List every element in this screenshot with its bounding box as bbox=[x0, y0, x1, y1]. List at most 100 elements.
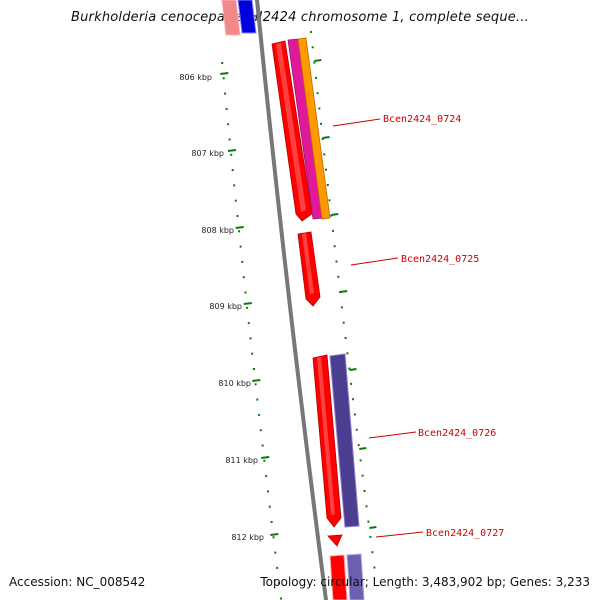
ruler-dot-right bbox=[350, 382, 353, 385]
accession-text: Accession: NC_008542 bbox=[9, 575, 146, 589]
ruler-dot-right bbox=[340, 306, 343, 309]
ruler-dot-right bbox=[355, 428, 358, 431]
gene-arrow-0725-red bbox=[297, 231, 321, 307]
ruler-major-tick-right bbox=[314, 59, 322, 62]
gene-arrow-0724-red bbox=[271, 40, 313, 222]
ruler-major-tick-left bbox=[235, 226, 244, 229]
leader-line-0726 bbox=[368, 431, 417, 439]
ruler-major-tick-right bbox=[340, 290, 348, 293]
ruler-dot-left bbox=[268, 505, 271, 508]
ruler-dot-left bbox=[246, 306, 249, 309]
map-title: Burkholderia cenocepacia HI2424 chromoso… bbox=[71, 10, 529, 25]
ruler-dot-left bbox=[256, 398, 259, 401]
ruler-dot-left bbox=[267, 490, 269, 493]
ruler-dot-right bbox=[316, 92, 319, 95]
ruler-major-tick-right bbox=[322, 136, 330, 139]
ruler-dot-left bbox=[224, 92, 227, 95]
ruler-major-tick-right bbox=[349, 368, 357, 371]
ruler-dot-left bbox=[238, 230, 240, 233]
ruler-dot-right bbox=[337, 275, 340, 278]
gene-label-0726[interactable]: Bcen2424_0726 bbox=[418, 428, 496, 439]
ruler-dot-left bbox=[247, 322, 250, 325]
ruler-dot-left bbox=[242, 276, 245, 279]
feature-arrow-top-partial-blue bbox=[237, 0, 257, 34]
ruler-dot-right bbox=[335, 260, 338, 263]
ruler-dot-left bbox=[280, 597, 282, 600]
leader-line-0727 bbox=[375, 531, 424, 538]
gene-label-0725[interactable]: Bcen2424_0725 bbox=[401, 254, 479, 265]
ruler-dot-right bbox=[346, 352, 349, 355]
chromosome-backbone bbox=[255, 0, 328, 600]
ruler-dot-left bbox=[249, 337, 252, 340]
ruler-dot-right bbox=[318, 107, 321, 110]
ruler-major-tick-left bbox=[227, 149, 237, 152]
ruler-dot-left bbox=[230, 153, 233, 156]
ruler-dot-left bbox=[252, 368, 255, 370]
ruler-dot-left bbox=[228, 138, 231, 141]
ruler-dot-right bbox=[332, 229, 334, 232]
gene-arrow-bottom-partial-purple bbox=[346, 553, 365, 600]
ruler-dot-left bbox=[270, 521, 273, 523]
gene-arrow-bottom-partial-red bbox=[329, 554, 348, 600]
ruler-dot-left bbox=[239, 245, 242, 248]
ruler-dot-left bbox=[234, 199, 237, 202]
ruler-dot-right bbox=[320, 122, 322, 125]
gene-label-0724[interactable]: Bcen2424_0724 bbox=[383, 114, 461, 125]
ruler-dot-right bbox=[348, 367, 351, 370]
ruler-dots-right bbox=[310, 31, 376, 569]
ruler-major-ticks bbox=[220, 59, 377, 536]
ruler-dot-right bbox=[361, 474, 364, 477]
ruler-dot-left bbox=[236, 215, 239, 217]
ruler-label-811: 811 kbp bbox=[225, 456, 258, 465]
ruler-dot-left bbox=[272, 536, 275, 539]
ruler-label-810: 810 kbp bbox=[218, 379, 251, 388]
ruler-major-tick-right bbox=[359, 447, 367, 450]
ruler-dot-left bbox=[231, 169, 234, 172]
ruler-major-tick-left bbox=[220, 72, 229, 75]
ruler-dot-right bbox=[325, 168, 327, 171]
ruler-dot-right bbox=[313, 61, 316, 64]
ruler-dot-right bbox=[310, 31, 313, 33]
gene-arrow-0724-orange bbox=[297, 37, 331, 220]
ruler-dot-right bbox=[339, 291, 342, 294]
ruler-dot-right bbox=[365, 505, 368, 508]
ruler-major-tick-left bbox=[270, 533, 279, 536]
ruler-dot-left bbox=[278, 582, 281, 585]
gene-label-0727[interactable]: Bcen2424_0727 bbox=[426, 528, 504, 539]
genome-summary-text: Topology: circular; Length: 3,483,902 bp… bbox=[260, 575, 590, 589]
ruler-dot-left bbox=[233, 184, 236, 187]
ruler-dot-right bbox=[328, 199, 331, 202]
ruler-dot-right bbox=[373, 566, 376, 569]
leader-line-0725 bbox=[350, 257, 399, 266]
ruler-dot-left bbox=[244, 291, 247, 294]
gene-arrow-0726-red bbox=[312, 354, 342, 528]
ruler-dot-right bbox=[333, 245, 336, 248]
ruler-dot-right bbox=[326, 184, 329, 186]
ruler-major-tick-left bbox=[261, 456, 270, 459]
ruler-dot-right bbox=[359, 459, 362, 462]
ruler-major-tick-left bbox=[243, 302, 252, 305]
ruler-dot-left bbox=[259, 429, 262, 432]
ruler-dot-right bbox=[371, 551, 374, 554]
ruler-dot-left bbox=[221, 62, 224, 64]
ruler-dot-left bbox=[263, 459, 266, 462]
ruler-dot-right bbox=[369, 535, 372, 538]
ruler-dot-left bbox=[276, 566, 279, 569]
ruler-dot-left bbox=[225, 107, 228, 110]
ruler-dots-left bbox=[221, 62, 282, 600]
ruler-major-tick-left bbox=[252, 379, 261, 382]
ruler-dot-right bbox=[311, 46, 314, 49]
ruler-dot-right bbox=[367, 520, 370, 523]
ruler-dot-right bbox=[363, 490, 366, 492]
ruler-dot-right bbox=[321, 138, 324, 141]
ruler-dot-left bbox=[265, 475, 268, 478]
ruler-major-tick-right bbox=[331, 213, 339, 216]
ruler-dot-right bbox=[352, 398, 354, 401]
ruler-label-812: 812 kbp bbox=[231, 533, 264, 542]
ruler-dot-left bbox=[227, 123, 230, 126]
ruler-dot-left bbox=[251, 352, 254, 355]
ruler-dot-right bbox=[315, 76, 317, 79]
ruler-dot-right bbox=[344, 337, 347, 339]
